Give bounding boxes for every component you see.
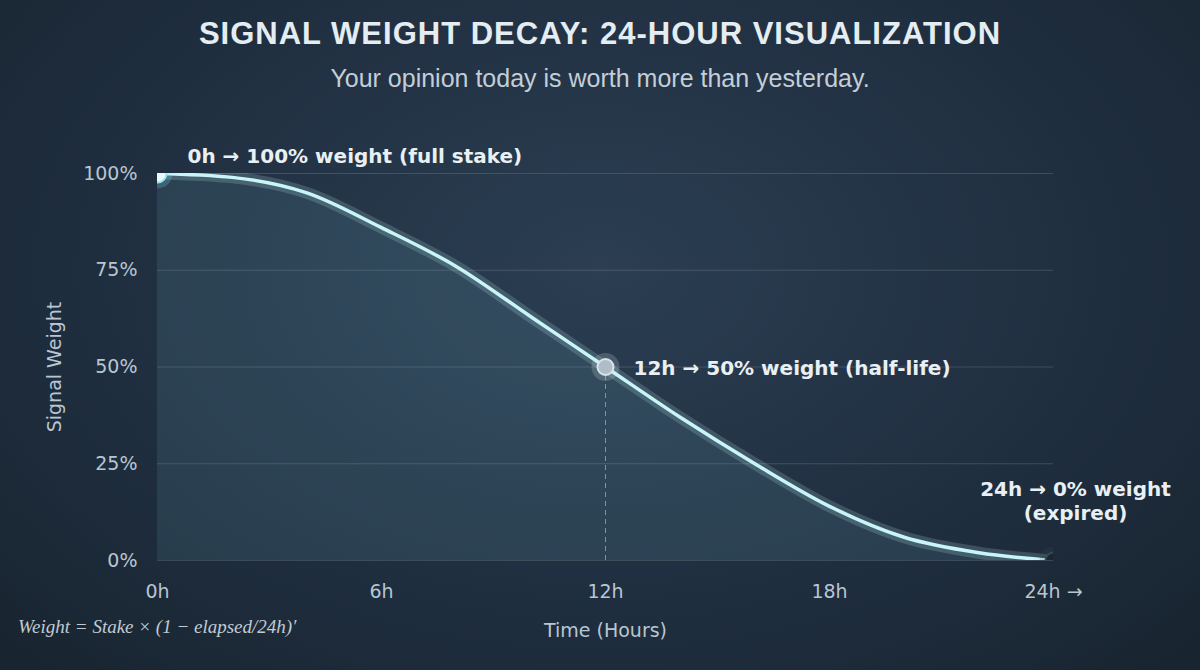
svg-text:24h → 0% weight(expired): 24h → 0% weight(expired) [980, 477, 1171, 525]
html-text:Your opinion today is worth mo: Your opinion today is worth more than ye… [330, 64, 870, 92]
svg-text:0h: 0h [145, 580, 169, 602]
svg-text:100%: 100% [83, 162, 137, 184]
svg-text:Time (Hours): Time (Hours) [543, 619, 667, 641]
svg-text:Signal Weight: Signal Weight [43, 302, 65, 433]
svg-text:75%: 75% [95, 258, 137, 280]
svg-text:12h: 12h [587, 580, 623, 602]
svg-text:0h → 100% weight (full stake): 0h → 100% weight (full stake) [188, 144, 523, 168]
svg-text:6h: 6h [369, 580, 393, 602]
svg-text:25%: 25% [95, 452, 137, 474]
svg-text:24h →: 24h → [1024, 580, 1082, 602]
svg-text:18h: 18h [811, 580, 847, 602]
svg-text:12h → 50% weight (half-life): 12h → 50% weight (half-life) [634, 356, 951, 380]
svg-text:50%: 50% [95, 355, 137, 377]
html-text:Weight = Stake × (1 − elapsed/: Weight = Stake × (1 − elapsed/24h)′ [18, 616, 297, 637]
svg-text:0%: 0% [107, 549, 137, 571]
html-text:SIGNAL WEIGHT DECAY: 24-HOUR V: SIGNAL WEIGHT DECAY: 24-HOUR VISUALIZATI… [198, 16, 1002, 51]
